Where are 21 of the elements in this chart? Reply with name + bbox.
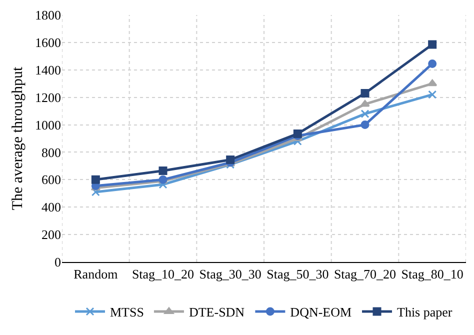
x-tick-label: Stag_80_10 — [401, 266, 464, 282]
y-tick-label: 1800 — [35, 8, 61, 23]
legend-label: This paper — [397, 304, 453, 320]
x-tick-label: Stag_50_30 — [266, 266, 329, 282]
y-tick-label: 1400 — [35, 62, 61, 78]
y-tick-label: 600 — [42, 172, 61, 188]
y-tick-label: 1000 — [35, 117, 61, 132]
y-tick-label: 400 — [42, 200, 61, 215]
x-tick-label: Stag_70_20 — [334, 266, 396, 282]
y-axis-title: The average throughput — [10, 66, 26, 210]
x-tick-label: Stag_30_30 — [199, 266, 262, 282]
y-tick-label: 200 — [42, 227, 61, 242]
y-tick-label: 0 — [54, 254, 61, 270]
y-tick-label: 1200 — [35, 90, 61, 105]
x-tick-label: Stag_10_20 — [132, 266, 194, 282]
legend-label: DQN-EOM — [290, 304, 352, 320]
legend-label: DTE-SDN — [188, 304, 246, 320]
y-tick-label: 1600 — [35, 34, 61, 50]
x-tick-label: Random — [74, 266, 118, 282]
legend-label: MTSS — [110, 304, 144, 320]
y-tick-label: 800 — [42, 144, 61, 160]
